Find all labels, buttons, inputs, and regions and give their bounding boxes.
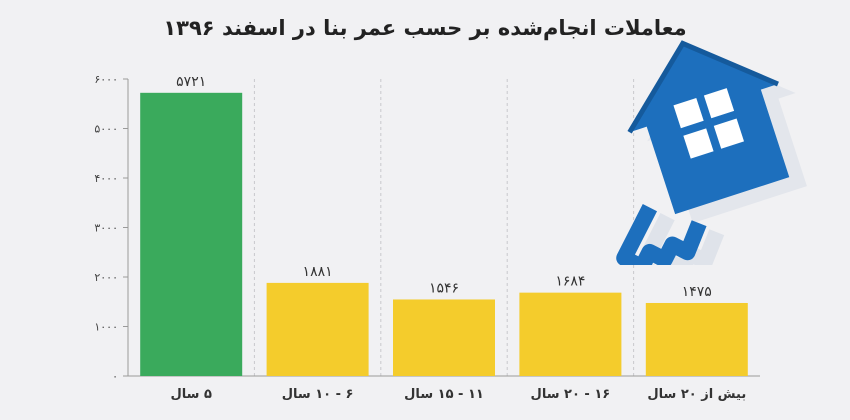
bar (393, 299, 495, 376)
bar (266, 282, 369, 376)
bar-value-label: ۱۵۴۶ (429, 280, 459, 296)
y-tick-label: ۶۰۰۰ (94, 73, 118, 86)
x-tick-label: ۱۶ - ۲۰ سال (531, 387, 611, 402)
x-tick-label: بیش از ۲۰ سال (647, 387, 746, 402)
bar (140, 92, 243, 377)
x-tick-label: ۱۱ - ۱۵ سال (404, 387, 484, 402)
y-tick-label: ۰ (112, 370, 118, 383)
y-tick-label: ۴۰۰۰ (94, 172, 118, 185)
x-tick-label: ۶ - ۱۰ سال (282, 387, 354, 402)
y-tick-label: ۲۰۰۰ (94, 271, 118, 284)
y-tick-label: ۳۰۰۰ (94, 222, 118, 235)
house-key-icon (616, 40, 807, 265)
bar (645, 302, 748, 376)
bar-value-label: ۱۶۸۴ (555, 274, 585, 290)
chart-title: معاملات انجام‌شده بر حسب عمر بنا در اسفن… (163, 16, 687, 40)
bar-value-label: ۱۴۷۵ (682, 284, 712, 300)
y-tick-label: ۱۰۰۰ (94, 321, 118, 334)
y-tick-label: ۵۰۰۰ (94, 123, 118, 136)
bar-value-label: ۵۷۲۱ (176, 74, 206, 90)
x-tick-label: ۵ سال (170, 387, 211, 402)
bar-value-label: ۱۸۸۱ (303, 264, 333, 280)
bar (519, 292, 622, 376)
